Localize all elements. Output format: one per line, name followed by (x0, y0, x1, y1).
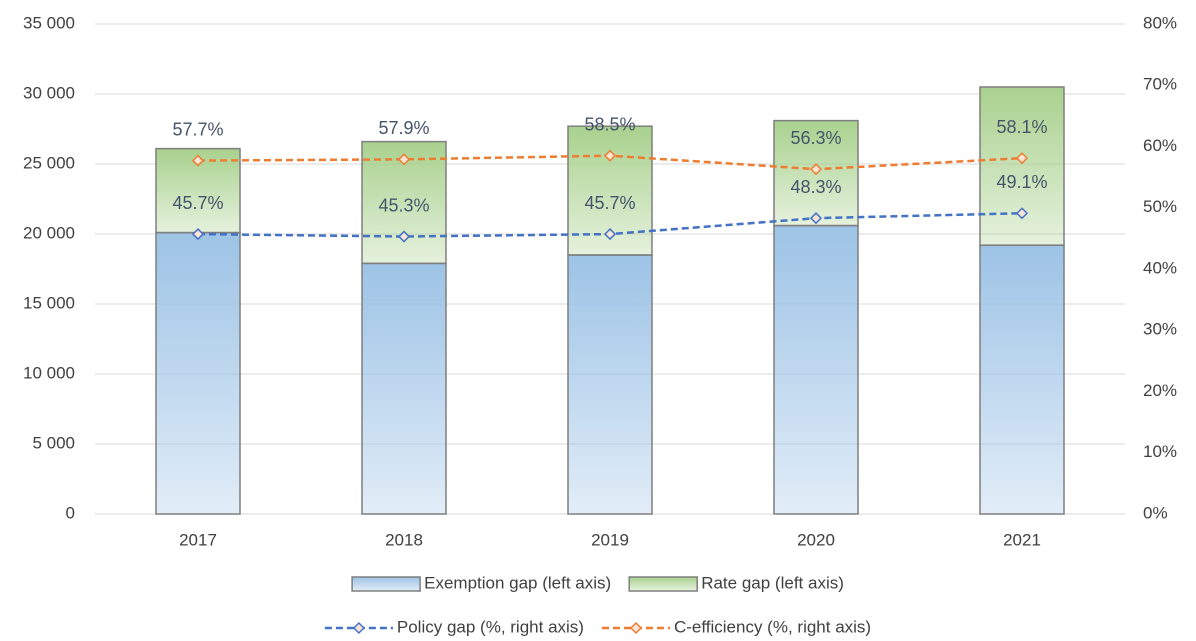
x-tick-label: 2020 (797, 530, 835, 549)
y2-tick-label: 40% (1143, 258, 1177, 277)
legend-marker (352, 621, 365, 635)
y-tick-label: 35 000 (23, 13, 75, 32)
bar (567, 254, 653, 515)
y2-tick-label: 60% (1143, 136, 1177, 155)
data-label: 58.1% (996, 117, 1047, 137)
data-label: 45.7% (584, 193, 635, 213)
marker (1015, 152, 1029, 165)
bar (979, 86, 1065, 246)
y2-tick-label: 0% (1143, 503, 1168, 522)
bar (979, 244, 1065, 515)
legend-label: Rate gap (left axis) (701, 573, 844, 592)
y2-tick-label: 50% (1143, 197, 1177, 216)
y2-tick-label: 20% (1143, 381, 1177, 400)
marker (603, 149, 617, 162)
data-label: 58.5% (584, 114, 635, 134)
data-label: 48.3% (790, 177, 841, 197)
y-tick-label: 25 000 (23, 153, 75, 172)
data-label: 57.7% (172, 119, 223, 139)
y2-tick-label: 30% (1143, 320, 1177, 339)
y-tick-label: 15 000 (23, 293, 75, 312)
marker (191, 154, 205, 167)
x-tick-label: 2018 (385, 530, 423, 549)
legend-label: Exemption gap (left axis) (424, 573, 611, 592)
data-label: 56.3% (790, 128, 841, 148)
y-tick-label: 30 000 (23, 83, 75, 102)
marker (603, 228, 617, 241)
marker (397, 230, 411, 243)
data-label: 57.9% (378, 118, 429, 138)
bar (155, 231, 241, 515)
data-label: 45.3% (378, 195, 429, 215)
y2-tick-label: 80% (1143, 13, 1177, 32)
legend-marker (629, 621, 643, 635)
legend-swatch (628, 576, 698, 592)
y-tick-label: 5 000 (32, 433, 75, 452)
y2-tick-label: 10% (1143, 442, 1177, 461)
x-tick-label: 2019 (591, 530, 629, 549)
data-label: 45.7% (172, 193, 223, 213)
marker (191, 228, 205, 241)
legend-swatch (351, 576, 421, 592)
y-tick-label: 20 000 (23, 223, 75, 242)
marker (1015, 207, 1029, 220)
legend-label: Policy gap (%, right axis) (397, 617, 584, 636)
y-tick-label: 0 (66, 503, 75, 522)
y-tick-label: 10 000 (23, 363, 75, 382)
data-label: 49.1% (996, 172, 1047, 192)
x-tick-label: 2021 (1003, 530, 1041, 549)
marker (809, 163, 823, 176)
marker (397, 153, 411, 166)
bar (361, 262, 447, 515)
bar (773, 224, 859, 515)
y2-tick-label: 70% (1143, 75, 1177, 94)
marker (809, 212, 823, 225)
x-tick-label: 2017 (179, 530, 217, 549)
legend-label: C-efficiency (%, right axis) (674, 617, 871, 636)
